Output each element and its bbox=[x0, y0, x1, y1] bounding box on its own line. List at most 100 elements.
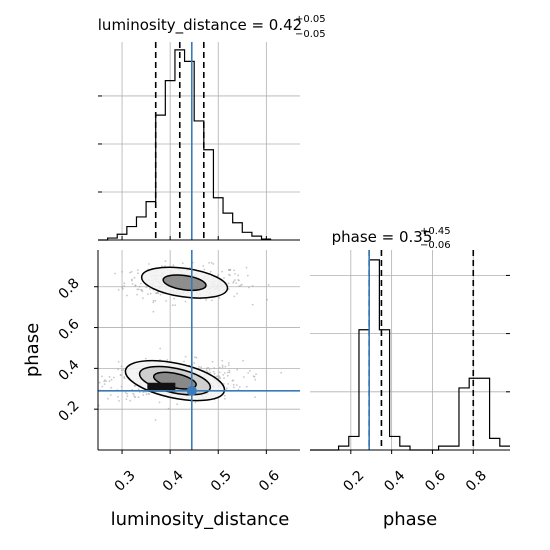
sample-point bbox=[210, 261, 213, 264]
sample-point bbox=[232, 383, 235, 386]
sample-point bbox=[126, 395, 129, 398]
sample-point bbox=[249, 369, 251, 372]
sample-point bbox=[120, 374, 122, 376]
sample-point bbox=[123, 376, 126, 378]
sample-point bbox=[198, 366, 200, 368]
sample-point bbox=[158, 401, 161, 404]
sample-point bbox=[118, 400, 120, 402]
sample-point bbox=[165, 300, 168, 302]
sample-point bbox=[238, 386, 241, 388]
sample-point bbox=[133, 394, 135, 396]
sample-point bbox=[227, 383, 230, 385]
sample-point bbox=[136, 293, 139, 296]
sample-point bbox=[125, 398, 128, 400]
sample-point bbox=[219, 377, 222, 380]
x-tick-label: 0.3 bbox=[112, 468, 139, 495]
sample-point bbox=[145, 286, 148, 288]
sample-point bbox=[152, 301, 155, 304]
y-tick-label: 0.2 bbox=[56, 398, 83, 425]
sample-point bbox=[123, 282, 126, 285]
sample-point bbox=[129, 271, 131, 274]
histogram-step bbox=[98, 49, 272, 241]
y-tick-label: 0.4 bbox=[56, 357, 83, 384]
sample-point bbox=[138, 285, 141, 288]
sample-point bbox=[227, 364, 230, 367]
hist-luminosity-distance-panel bbox=[98, 42, 300, 241]
histogram-step bbox=[310, 259, 510, 451]
sample-point bbox=[173, 297, 176, 300]
sample-point bbox=[142, 391, 145, 394]
sample-point bbox=[224, 365, 227, 368]
hist-phase-panel: 0.2 0.4 0.6 0.8 bbox=[310, 250, 510, 495]
sample-point bbox=[238, 279, 240, 282]
sample-point bbox=[114, 272, 116, 275]
sample-point bbox=[145, 393, 148, 396]
sample-point bbox=[227, 282, 230, 285]
sample-point bbox=[246, 274, 249, 277]
sample-point bbox=[184, 300, 187, 303]
sample-point bbox=[161, 265, 163, 267]
sample-point bbox=[203, 268, 206, 271]
sample-point bbox=[181, 262, 184, 265]
sample-point bbox=[103, 383, 106, 385]
sample-point bbox=[237, 274, 240, 277]
sample-point bbox=[245, 385, 248, 388]
sample-point bbox=[212, 263, 215, 265]
sample-point bbox=[155, 292, 158, 295]
sample-point bbox=[149, 292, 152, 295]
truth-point bbox=[186, 385, 197, 396]
sample-point bbox=[242, 376, 245, 378]
sample-point bbox=[223, 394, 226, 397]
sample-point bbox=[200, 366, 203, 369]
joint-density-panel: 0.3 0.4 0.5 0.6 0.2 0.4 0.6 0.8 bbox=[56, 250, 300, 495]
sample-point bbox=[136, 288, 139, 291]
sample-point bbox=[223, 277, 225, 279]
sample-point bbox=[208, 369, 211, 371]
sample-point bbox=[123, 285, 125, 287]
sample-point bbox=[254, 378, 257, 381]
sample-point bbox=[120, 369, 123, 371]
density-peak bbox=[147, 382, 176, 392]
sample-point bbox=[140, 288, 142, 291]
sample-point bbox=[117, 368, 120, 371]
sample-point bbox=[217, 375, 220, 377]
sample-point bbox=[148, 263, 150, 265]
sample-point bbox=[254, 396, 256, 398]
sample-point bbox=[121, 286, 124, 289]
sample-point bbox=[105, 380, 107, 383]
sample-point bbox=[221, 366, 224, 368]
sample-point bbox=[108, 375, 111, 378]
sample-point bbox=[157, 292, 160, 295]
phase-title: phase = 0.35 bbox=[332, 228, 433, 246]
sample-point bbox=[122, 287, 124, 290]
sample-point bbox=[109, 394, 112, 396]
lum-dist-title-lower-err: −0.05 bbox=[295, 29, 326, 40]
sample-point bbox=[193, 362, 196, 364]
sample-point bbox=[202, 265, 205, 267]
sample-point bbox=[154, 299, 157, 302]
sample-point bbox=[235, 384, 238, 386]
sample-point bbox=[117, 360, 120, 363]
sample-point bbox=[211, 360, 214, 363]
sample-point bbox=[224, 397, 226, 400]
sample-point bbox=[226, 387, 228, 390]
sample-point bbox=[122, 369, 125, 371]
sample-point bbox=[195, 356, 198, 359]
sample-point bbox=[142, 297, 144, 300]
x-tick-label: 0.2 bbox=[340, 468, 367, 495]
sample-point bbox=[236, 292, 238, 295]
sample-point bbox=[176, 403, 179, 406]
sample-point bbox=[242, 359, 245, 362]
sample-point bbox=[137, 388, 140, 391]
sample-point bbox=[251, 303, 254, 306]
x-tick-label: 0.6 bbox=[256, 468, 283, 495]
sample-point bbox=[247, 286, 250, 289]
sample-point bbox=[134, 284, 137, 286]
sample-point bbox=[213, 372, 216, 375]
lum-dist-title: luminosity_distance = 0.42 bbox=[98, 16, 302, 35]
sample-point bbox=[232, 379, 235, 382]
sample-point bbox=[205, 369, 208, 372]
sample-point bbox=[133, 276, 136, 279]
phase-title-upper-err: +0.45 bbox=[420, 226, 451, 237]
sample-point bbox=[117, 395, 119, 398]
